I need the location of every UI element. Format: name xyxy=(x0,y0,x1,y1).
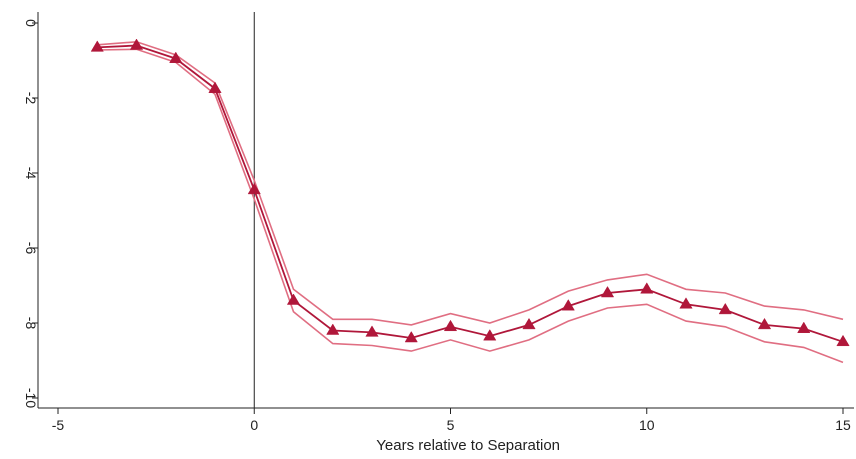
series-line xyxy=(97,44,844,343)
y-tick-label: -2 xyxy=(23,92,39,105)
x-tick-label: 10 xyxy=(639,417,655,433)
data-point-marker xyxy=(247,182,261,195)
series-group xyxy=(90,38,850,347)
data-point-marker xyxy=(600,286,615,298)
x-tick-label: 0 xyxy=(250,417,258,433)
data-point-marker xyxy=(797,321,811,333)
axes: -5 0 5 10 15 0 -2 -4 -6 -8 -10 xyxy=(23,12,854,433)
data-point-marker xyxy=(522,317,536,330)
data-point-marker xyxy=(679,297,693,309)
confidence-band xyxy=(97,40,844,364)
data-point-marker xyxy=(640,282,654,294)
data-point-marker xyxy=(90,40,104,52)
x-axis-label: Years relative to Separation xyxy=(376,437,560,454)
y-tick-label: -8 xyxy=(23,317,39,330)
data-point-marker xyxy=(129,38,144,50)
lower-bound-line xyxy=(97,48,844,364)
data-point-marker xyxy=(483,329,497,341)
data-point-marker xyxy=(286,293,301,305)
upper-bound-line xyxy=(97,40,844,326)
data-point-marker xyxy=(561,299,575,311)
data-point-marker xyxy=(365,325,379,337)
x-tick-label: 5 xyxy=(447,417,455,433)
data-point-marker xyxy=(169,51,183,63)
y-tick-label: -4 xyxy=(23,167,39,180)
x-tick-label: 15 xyxy=(835,417,851,433)
data-point-marker xyxy=(443,319,458,332)
data-point-marker xyxy=(836,334,850,347)
x-tick-label: -5 xyxy=(52,417,65,433)
data-point-marker xyxy=(326,323,340,335)
y-tick-label: -10 xyxy=(23,388,39,408)
y-tick-label: 0 xyxy=(23,19,39,27)
data-point-marker xyxy=(757,317,772,330)
data-point-marker xyxy=(208,81,222,93)
data-point-marker xyxy=(404,331,418,343)
y-tick-label: -6 xyxy=(23,242,39,255)
data-point-marker xyxy=(718,302,732,315)
